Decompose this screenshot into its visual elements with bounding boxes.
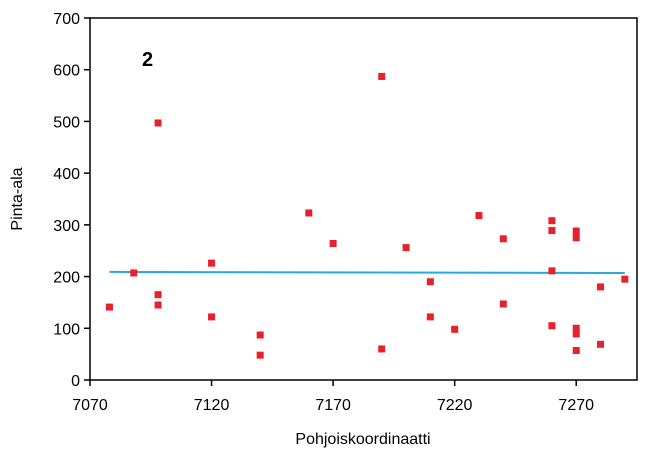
y-tick-label: 500 (53, 114, 80, 131)
x-tick-label: 7220 (437, 397, 473, 414)
data-point (572, 234, 580, 242)
data-point (475, 212, 483, 220)
data-point (572, 324, 580, 332)
y-tick-label: 100 (53, 321, 80, 338)
data-point (548, 267, 556, 275)
data-point (499, 300, 507, 308)
data-point (208, 313, 216, 321)
data-point (572, 227, 580, 235)
data-point (426, 313, 434, 321)
data-point (572, 330, 580, 338)
x-axis: 7070 7120 7170 7220 7270 (72, 380, 594, 414)
y-axis: 0 100 200 300 400 500 600 700 (53, 11, 90, 390)
data-point (499, 235, 507, 243)
data-point (154, 301, 162, 309)
y-tick-label: 400 (53, 166, 80, 183)
data-point (305, 209, 313, 217)
x-tick-label: 7070 (72, 397, 108, 414)
y-axis-title: Pinta-ala (9, 167, 26, 230)
data-point (378, 345, 386, 353)
data-point (378, 72, 386, 80)
data-point (208, 259, 216, 267)
data-point (621, 275, 629, 283)
data-point (402, 244, 410, 252)
data-point (256, 331, 264, 339)
data-point (548, 227, 556, 235)
y-tick-label: 0 (71, 373, 80, 390)
trend-line (109, 270, 625, 274)
x-axis-title: Pohjoiskoordinaatti (295, 431, 430, 448)
data-point (329, 239, 337, 247)
x-tick-label: 7170 (315, 397, 351, 414)
x-tick-label: 7120 (194, 397, 230, 414)
data-points (105, 72, 629, 359)
x-tick-label: 7270 (558, 397, 594, 414)
y-tick-label: 200 (53, 270, 80, 287)
data-point (105, 303, 113, 311)
panel-label: 2 (142, 49, 153, 71)
data-point (597, 283, 605, 291)
data-point (426, 278, 434, 286)
y-tick-label: 700 (53, 11, 80, 28)
data-point (548, 322, 556, 330)
data-point (572, 347, 580, 355)
data-point (130, 269, 138, 277)
y-tick-label: 600 (53, 63, 80, 80)
data-point (154, 119, 162, 127)
data-point (154, 291, 162, 299)
data-point (256, 351, 264, 359)
data-point (548, 217, 556, 225)
data-point (451, 325, 459, 333)
data-point (597, 340, 605, 348)
y-tick-label: 300 (53, 218, 80, 235)
plot-frame (89, 17, 638, 381)
